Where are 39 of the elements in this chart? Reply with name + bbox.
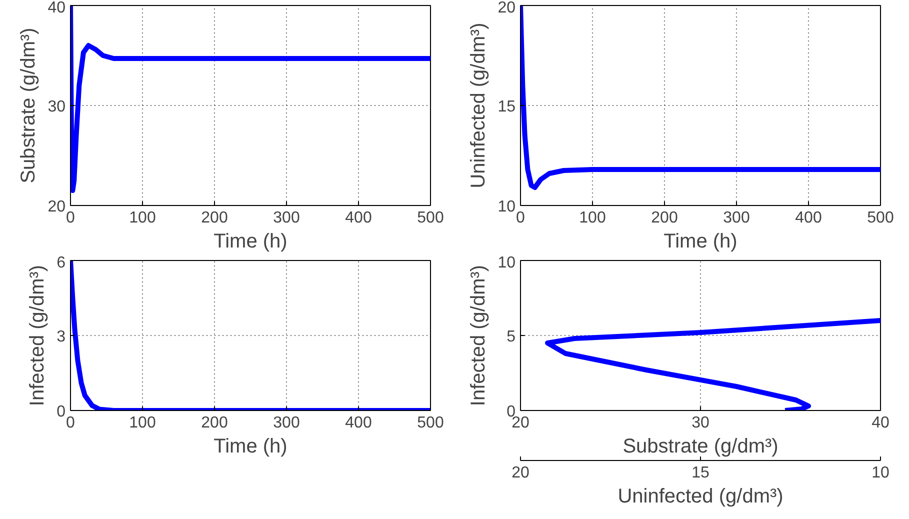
- x-tick-label: 200: [201, 414, 228, 432]
- y-tick-label: 20: [48, 198, 66, 216]
- y-tick-label: 30: [48, 98, 66, 116]
- x-axis-title: Time (h): [214, 230, 288, 252]
- x2-tick-label: 10: [872, 464, 890, 482]
- y-tick-label: 0: [56, 404, 66, 420]
- y-tick-label: 10: [498, 254, 516, 272]
- x-tick-label: 400: [795, 210, 822, 226]
- x-tick-label: 100: [579, 210, 606, 226]
- y-tick-label: 10: [498, 198, 516, 216]
- x-tick-label: 500: [867, 210, 894, 226]
- x-axis-title: Substrate (g/dm³): [622, 436, 778, 458]
- x-tick-label: 500: [417, 210, 444, 226]
- y-tick-label: 15: [498, 98, 516, 116]
- x-tick-label: 300: [273, 414, 300, 432]
- x-tick-label: 500: [417, 414, 444, 432]
- y-tick-label: 3: [56, 328, 66, 346]
- x2-axis-title: Uninfected (g/dm³): [618, 486, 784, 508]
- x-tick-label: 40: [872, 414, 890, 432]
- x-tick-label: 300: [723, 210, 750, 226]
- x-axis-title: Time (h): [664, 230, 738, 252]
- x-tick-label: 30: [692, 414, 710, 432]
- y-tick-label: 6: [56, 254, 66, 272]
- x-tick-label: 100: [129, 210, 156, 226]
- y-tick-label: 40: [48, 0, 66, 16]
- x-tick-label: 200: [201, 210, 228, 226]
- y-axis-title: Uninfected (g/dm³): [468, 22, 490, 188]
- y-tick-label: 5: [506, 328, 516, 346]
- y-axis-title: Infected (g/dm³): [468, 264, 490, 406]
- x-axis-title: Time (h): [214, 436, 288, 458]
- x-tick-label: 300: [273, 210, 300, 226]
- y-axis-title: Substrate (g/dm³): [18, 28, 40, 184]
- x-tick-label: 400: [345, 210, 372, 226]
- x2-tick-label: 15: [692, 464, 710, 482]
- y-tick-label: 20: [498, 0, 516, 16]
- y-axis-title: Infected (g/dm³): [26, 264, 49, 406]
- x-tick-label: 400: [345, 414, 372, 432]
- x-tick-label: 100: [129, 414, 156, 432]
- x-tick-label: 200: [651, 210, 678, 226]
